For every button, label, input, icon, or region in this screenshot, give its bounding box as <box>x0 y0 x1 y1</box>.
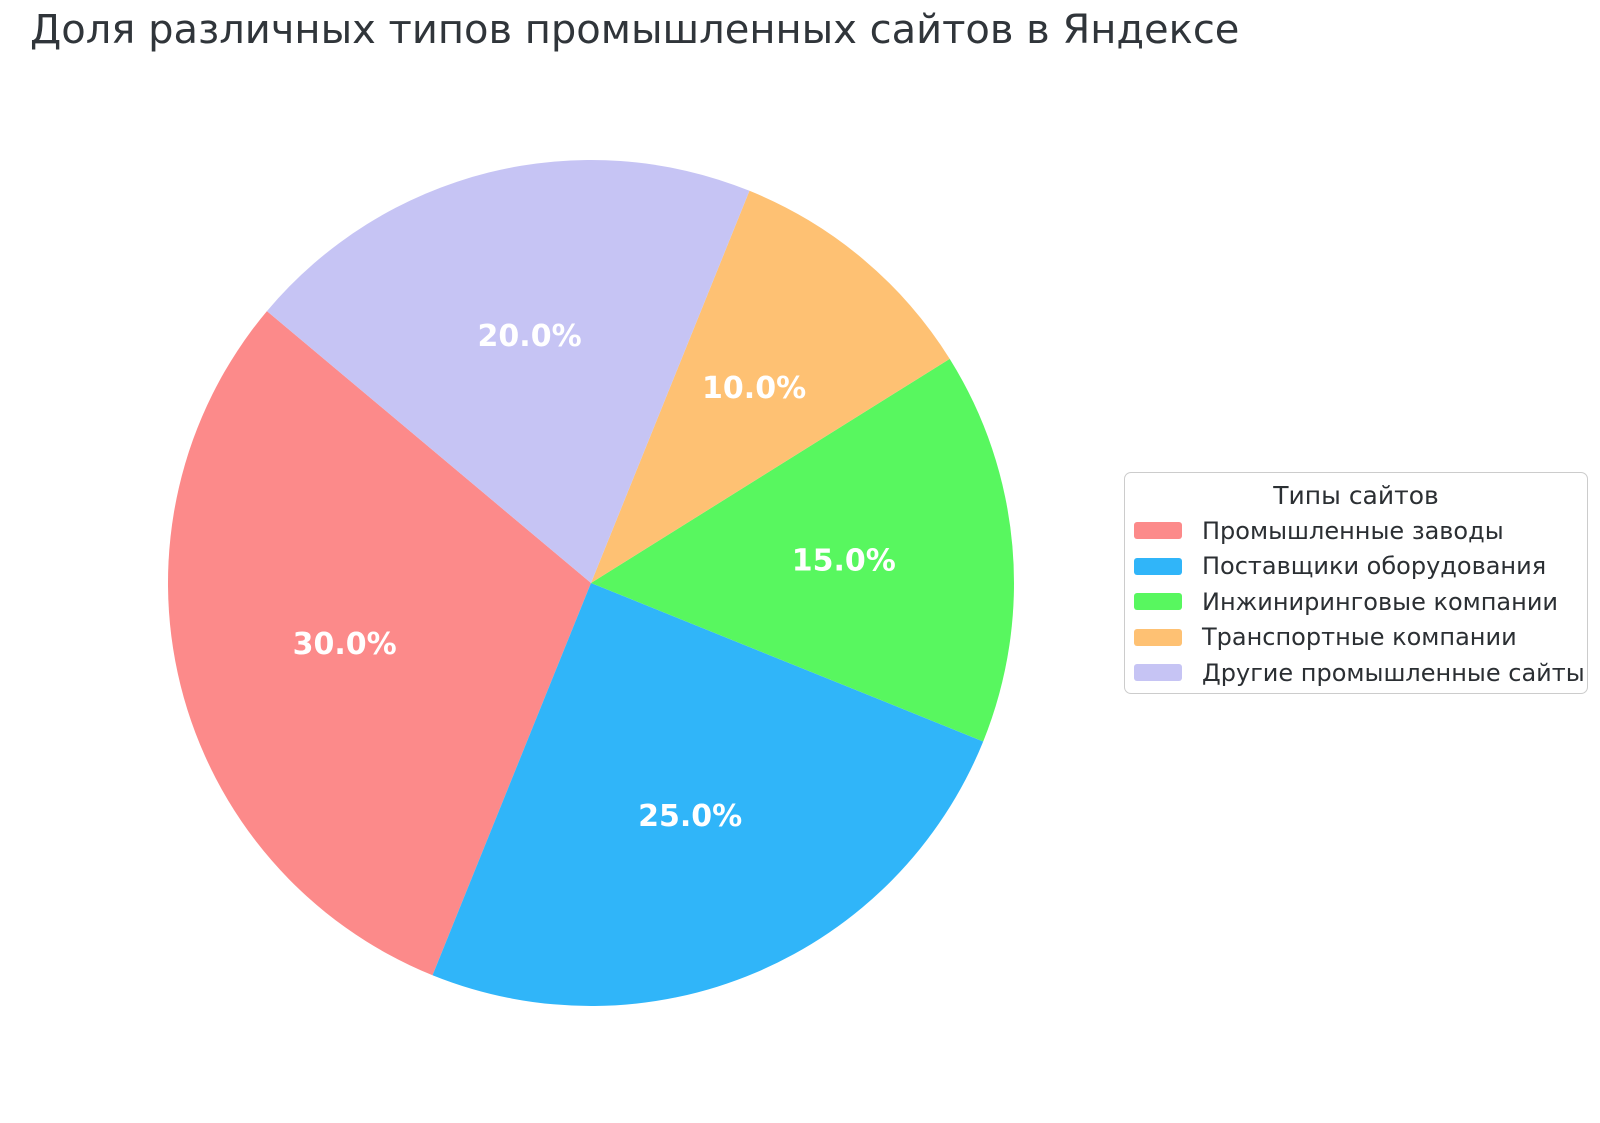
pie-slice-2 <box>591 358 1015 742</box>
pie-slice-percent-label-2: 15.0% <box>792 543 896 578</box>
legend-item-0: Промышленные заводы <box>1125 513 1587 549</box>
legend-item-label: Промышленные заводы <box>1202 516 1504 545</box>
chart-title: Доля различных типов промышленных сайтов… <box>30 7 1240 53</box>
legend-title: Типы сайтов <box>1273 481 1439 510</box>
legend-item-label: Поставщики оборудования <box>1202 552 1547 581</box>
legend-item-label: Другие промышленные сайты <box>1202 658 1585 687</box>
pie-slice-3 <box>591 190 950 584</box>
legend-item-4: Другие промышленные сайты <box>1125 655 1587 691</box>
legend-item-3: Транспортные компании <box>1125 620 1587 656</box>
legend-item-label: Инжиниринговые компании <box>1202 587 1559 616</box>
pie-slice-1 <box>432 583 984 1007</box>
legend-item-1: Поставщики оборудования <box>1125 549 1587 585</box>
legend-swatch-icon <box>1134 557 1182 575</box>
pie-slice-4 <box>266 159 750 583</box>
legend-item-2: Инжиниринговые компании <box>1125 584 1587 620</box>
pie-slice-percent-label-4: 20.0% <box>478 319 582 354</box>
legend-swatch-icon <box>1134 664 1182 682</box>
pie-slice-percent-label-0: 30.0% <box>293 627 397 662</box>
legend-swatch-icon <box>1134 628 1182 646</box>
pie-slice-percent-label-3: 10.0% <box>702 371 806 406</box>
legend-rows: Промышленные заводы Поставщики оборудован… <box>1125 513 1587 691</box>
legend: Типы сайтов Промышленные заводы Поставщик… <box>1124 472 1588 694</box>
pie-slice-0 <box>167 311 591 976</box>
legend-swatch-icon <box>1134 522 1182 540</box>
legend-item-label: Транспортные компании <box>1202 623 1517 652</box>
pie-slice-percent-label-1: 25.0% <box>638 799 742 834</box>
legend-swatch-icon <box>1134 593 1182 611</box>
